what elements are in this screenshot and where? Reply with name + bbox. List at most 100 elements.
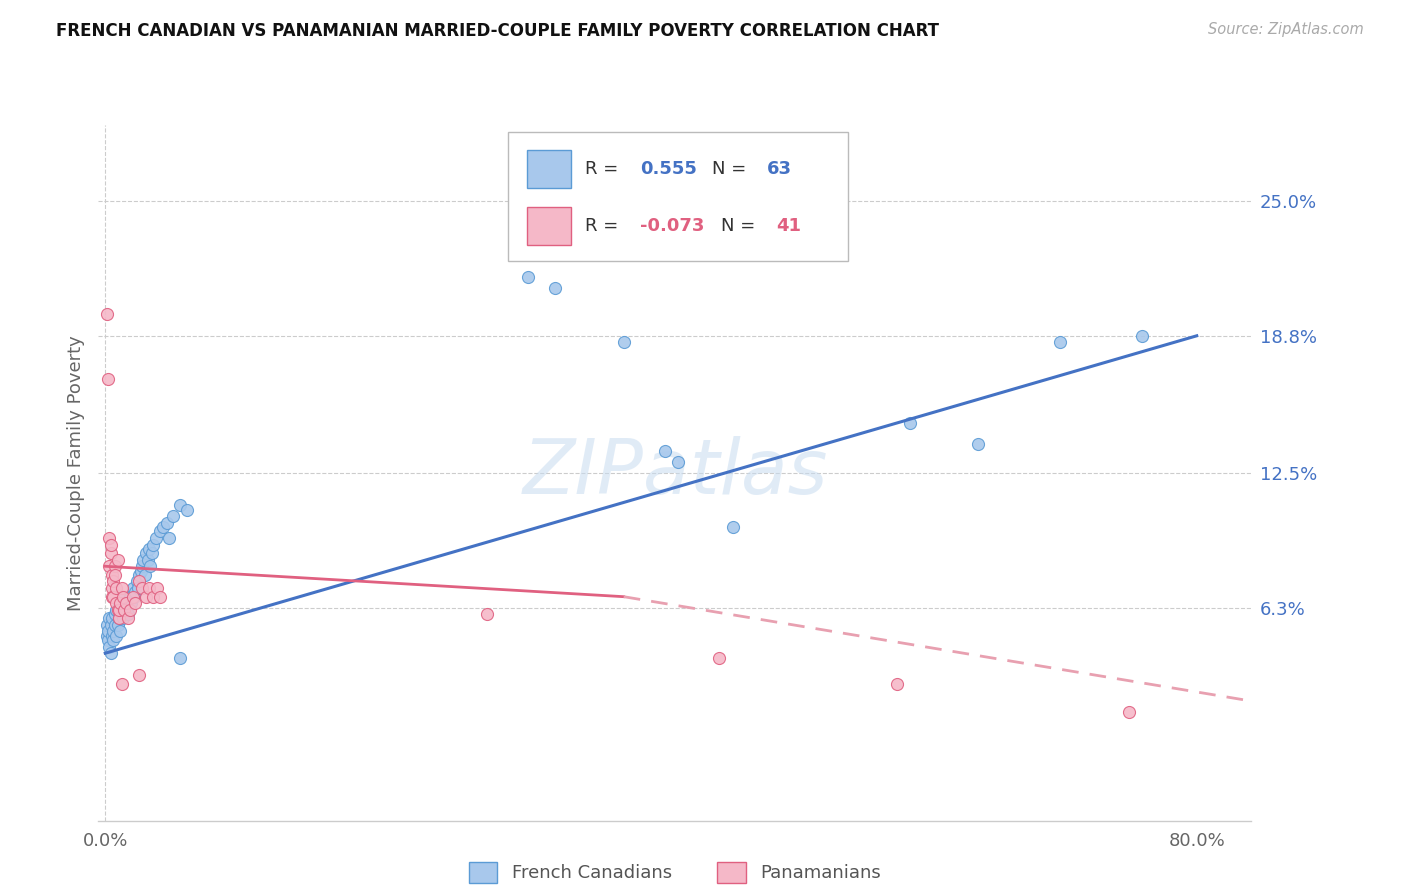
Point (124, 585, 146, 599)
Point (152, 520, 174, 534)
Point (101, 568, 124, 582)
Point (149, 590, 172, 604)
Point (104, 559, 127, 574)
Point (117, 611, 139, 625)
Point (1118, 705, 1140, 719)
Point (97, 372, 120, 386)
Point (124, 596, 146, 610)
Point (1130, 328, 1153, 343)
Point (110, 607, 132, 621)
Point (104, 607, 127, 621)
Point (96, 629, 118, 643)
Point (162, 509, 184, 524)
Point (96, 618, 118, 632)
Point (132, 552, 155, 567)
Bar (527, 207, 571, 245)
Point (477, 607, 499, 621)
Text: 63: 63 (768, 160, 792, 178)
Point (122, 590, 145, 604)
Point (108, 603, 131, 617)
Point (100, 618, 122, 632)
Point (108, 596, 131, 610)
Point (141, 546, 163, 560)
Point (105, 581, 128, 595)
Point (129, 564, 152, 578)
Point (169, 650, 191, 665)
Text: -0.073: -0.073 (640, 217, 704, 235)
Point (101, 629, 124, 643)
Point (121, 590, 143, 604)
Point (98, 559, 121, 574)
Point (105, 629, 128, 643)
Point (139, 559, 162, 574)
Point (145, 531, 167, 545)
Point (101, 581, 124, 595)
Point (721, 520, 744, 534)
Point (110, 624, 132, 639)
Point (544, 281, 567, 295)
Y-axis label: Married-Couple Family Poverty: Married-Couple Family Poverty (66, 334, 84, 611)
Point (103, 590, 125, 604)
Point (898, 416, 921, 430)
Point (128, 668, 150, 682)
Point (108, 611, 131, 625)
Point (156, 516, 179, 530)
Point (128, 574, 150, 589)
Point (135, 590, 157, 604)
Point (98, 611, 121, 625)
Point (176, 502, 198, 516)
Point (107, 603, 129, 617)
Point (98, 531, 121, 545)
Point (131, 581, 153, 595)
Point (96, 307, 118, 321)
Point (114, 596, 136, 610)
Text: R =: R = (585, 160, 624, 178)
Point (136, 552, 159, 567)
Point (121, 581, 143, 595)
Point (115, 596, 138, 610)
Point (97, 624, 120, 639)
Text: R =: R = (585, 217, 624, 235)
Point (111, 590, 134, 604)
Point (110, 676, 132, 690)
Text: FRENCH CANADIAN VS PANAMANIAN MARRIED-COUPLE FAMILY POVERTY CORRELATION CHART: FRENCH CANADIAN VS PANAMANIAN MARRIED-CO… (56, 22, 939, 40)
Text: N =: N = (711, 160, 752, 178)
Point (103, 633, 125, 648)
Point (98, 640, 121, 654)
Point (107, 618, 129, 632)
FancyBboxPatch shape (508, 132, 848, 260)
Text: 0.555: 0.555 (640, 160, 697, 178)
Point (142, 590, 165, 604)
Point (134, 568, 156, 582)
Point (517, 270, 540, 285)
Point (613, 335, 636, 350)
Point (149, 524, 172, 539)
Point (138, 541, 160, 556)
Point (112, 590, 135, 604)
Point (114, 603, 136, 617)
Point (101, 590, 124, 604)
Point (1049, 335, 1071, 350)
Point (104, 568, 127, 582)
Point (105, 603, 128, 617)
Point (967, 437, 990, 451)
Point (104, 618, 127, 632)
Point (128, 568, 150, 582)
Point (125, 574, 148, 589)
Point (105, 596, 128, 610)
Point (101, 611, 124, 625)
Point (127, 581, 149, 595)
Point (110, 596, 132, 610)
Bar (527, 150, 571, 188)
Point (886, 676, 908, 690)
Point (135, 546, 157, 560)
Point (709, 650, 731, 665)
Text: Source: ZipAtlas.com: Source: ZipAtlas.com (1208, 22, 1364, 37)
Text: N =: N = (721, 217, 761, 235)
Point (146, 581, 169, 595)
Point (120, 596, 142, 610)
Point (117, 607, 139, 621)
Text: ZIPatlas: ZIPatlas (522, 436, 828, 509)
Point (103, 624, 125, 639)
Point (97, 633, 120, 648)
